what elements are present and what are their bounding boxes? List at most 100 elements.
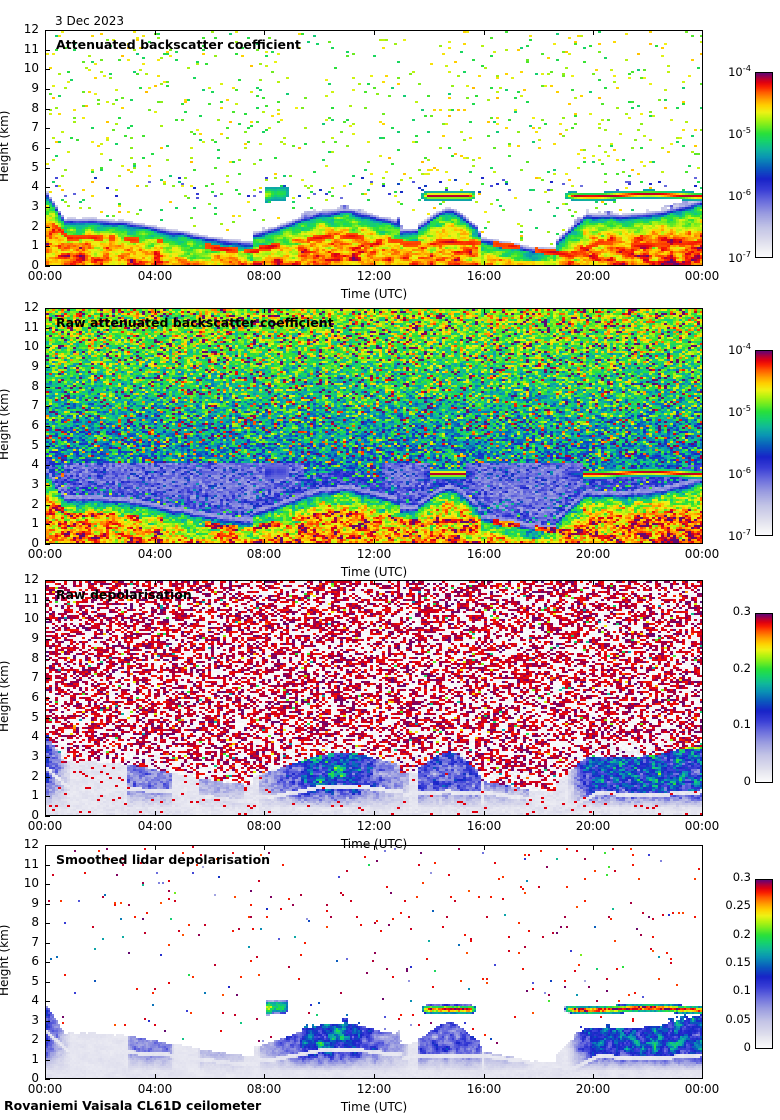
xtick-mark-0-16 xyxy=(484,261,485,266)
plot-area-raw-attenuated-backscatter[interactable]: Raw attenuated backscatter coefficient xyxy=(45,308,703,544)
ytick-label-3-4: 4 xyxy=(31,993,39,1007)
xtick-label-1-0: 00:00 xyxy=(27,547,63,561)
xtick-mark-0-24 xyxy=(702,261,703,266)
plot-area-raw-depolarisation[interactable]: Raw depolarisation xyxy=(45,580,703,816)
xtick-mark-2-8 xyxy=(264,811,265,816)
colorbar-tick-label-1-1: 10-5 xyxy=(728,403,751,419)
ytick-mark-3-1 xyxy=(45,1060,50,1061)
ytick-mark-0-11 xyxy=(45,50,50,51)
ytick-mark-3-7 xyxy=(45,943,50,944)
ytick-label-2-11: 11 xyxy=(23,592,39,606)
colorbar-tick-label-3-6: 0 xyxy=(743,1040,751,1054)
colorbar-tick-label-0-1: 10-5 xyxy=(728,125,751,141)
ytick-mark-2-1 xyxy=(45,796,50,797)
ytick-mark-2-0 xyxy=(45,816,50,817)
ytick-mark-0-4 xyxy=(45,187,50,188)
xtick-mark-0-12 xyxy=(374,261,375,266)
xtick-label-0-4: 04:00 xyxy=(137,269,173,283)
ytick-mark-3-5 xyxy=(45,982,50,983)
ytick-label-1-3: 3 xyxy=(31,477,39,491)
ytick-label-0-4: 4 xyxy=(31,179,39,193)
ytick-mark-0-8 xyxy=(45,109,50,110)
ytick-mark-2-9 xyxy=(45,639,50,640)
ytick-label-0-3: 3 xyxy=(31,199,39,213)
ytick-mark-1-2 xyxy=(45,505,50,506)
footer-station-label: Rovaniemi Vaisala CL61D ceilometer xyxy=(4,1098,262,1113)
xtick-label-0-24: 00:00 xyxy=(684,269,720,283)
ytick-label-2-9: 9 xyxy=(31,631,39,645)
xtick-mark-1-16 xyxy=(484,539,485,544)
ytick-mark-1-8 xyxy=(45,387,50,388)
ytick-mark-3-12 xyxy=(45,845,50,846)
ytick-label-3-10: 10 xyxy=(23,876,39,890)
plot-area-smoothed-lidar-depolarisation[interactable]: Smoothed lidar depolarisation xyxy=(45,845,703,1079)
ytick-label-1-9: 9 xyxy=(31,359,39,373)
xtick-label-2-20: 20:00 xyxy=(575,819,611,833)
ytick-label-0-9: 9 xyxy=(31,81,39,95)
ytick-mark-3-10 xyxy=(45,884,50,885)
ytick-mark-0-3 xyxy=(45,207,50,208)
colorbar-smoothed-lidar-depolarisation xyxy=(755,879,773,1049)
ytick-label-1-2: 2 xyxy=(31,497,39,511)
xtick-mark-3-16 xyxy=(484,1074,485,1079)
xtick-label-1-12: 12:00 xyxy=(356,547,392,561)
colorbar-tick-label-1-3: 10-7 xyxy=(728,527,751,543)
xtick-label-0-0: 00:00 xyxy=(27,269,63,283)
xtick-mark-1-4 xyxy=(155,539,156,544)
xtick-mark-top-3-20 xyxy=(593,845,594,850)
ytick-mark-2-10 xyxy=(45,619,50,620)
ytick-mark-2-2 xyxy=(45,777,50,778)
xtick-label-2-0: 00:00 xyxy=(27,819,63,833)
ytick-label-3-0: 0 xyxy=(31,1071,39,1085)
ytick-mark-0-5 xyxy=(45,168,50,169)
ytick-mark-3-9 xyxy=(45,904,50,905)
ytick-mark-0-0 xyxy=(45,266,50,267)
colorbar-tick-label-1-2: 10-6 xyxy=(728,465,751,481)
x-axis-label-0: Time (UTC) xyxy=(340,287,408,301)
xtick-mark-top-0-4 xyxy=(155,30,156,35)
xtick-mark-top-1-8 xyxy=(264,308,265,313)
ytick-mark-3-8 xyxy=(45,923,50,924)
xtick-mark-top-2-4 xyxy=(155,580,156,585)
xtick-label-3-20: 20:00 xyxy=(575,1082,611,1096)
ytick-mark-1-5 xyxy=(45,446,50,447)
xtick-mark-top-1-24 xyxy=(702,308,703,313)
xtick-label-1-4: 04:00 xyxy=(137,547,173,561)
xtick-mark-3-12 xyxy=(374,1074,375,1079)
ytick-mark-1-0 xyxy=(45,544,50,545)
xtick-mark-3-24 xyxy=(702,1074,703,1079)
ytick-mark-1-12 xyxy=(45,308,50,309)
x-axis-label-2: Time (UTC) xyxy=(340,837,408,851)
ytick-mark-0-2 xyxy=(45,227,50,228)
xtick-label-0-16: 16:00 xyxy=(466,269,502,283)
ytick-label-3-5: 5 xyxy=(31,974,39,988)
xtick-mark-top-0-20 xyxy=(593,30,594,35)
xtick-label-1-8: 08:00 xyxy=(246,547,282,561)
colorbar-tick-label-2-0: 0.3 xyxy=(732,604,751,618)
xtick-mark-3-8 xyxy=(264,1074,265,1079)
xtick-mark-top-0-12 xyxy=(374,30,375,35)
y-axis-label-1: Height (km) xyxy=(0,388,11,460)
plot-area-attenuated-backscatter[interactable]: Attenuated backscatter coefficient xyxy=(45,30,703,266)
colorbar-tick-label-0-3: 10-7 xyxy=(728,249,751,265)
ytick-mark-2-5 xyxy=(45,718,50,719)
colorbar-attenuated-backscatter xyxy=(755,72,773,258)
ytick-label-1-6: 6 xyxy=(31,418,39,432)
xtick-label-2-4: 04:00 xyxy=(137,819,173,833)
ytick-mark-0-7 xyxy=(45,128,50,129)
ytick-mark-0-12 xyxy=(45,30,50,31)
ytick-label-2-6: 6 xyxy=(31,690,39,704)
ytick-mark-3-3 xyxy=(45,1021,50,1022)
ytick-label-0-8: 8 xyxy=(31,101,39,115)
xtick-mark-top-3-12 xyxy=(374,845,375,850)
ytick-label-2-0: 0 xyxy=(31,808,39,822)
ytick-label-1-10: 10 xyxy=(23,339,39,353)
colorbar-tick-label-3-4: 0.1 xyxy=(732,983,751,997)
ytick-mark-2-11 xyxy=(45,600,50,601)
ytick-mark-1-11 xyxy=(45,328,50,329)
xtick-mark-0-20 xyxy=(593,261,594,266)
xtick-mark-2-24 xyxy=(702,811,703,816)
ytick-label-2-7: 7 xyxy=(31,670,39,684)
ytick-mark-3-2 xyxy=(45,1040,50,1041)
xtick-mark-1-0 xyxy=(45,539,46,544)
